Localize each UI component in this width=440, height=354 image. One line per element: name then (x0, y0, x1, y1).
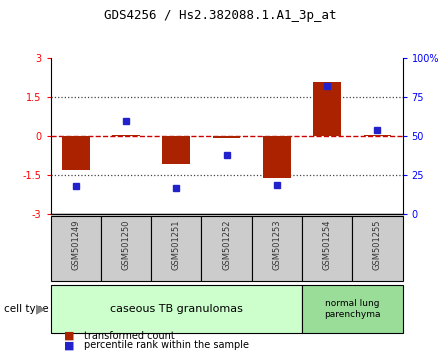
Bar (112, 135, 140, 136)
Bar (162, 136, 190, 164)
Text: cell type: cell type (4, 304, 49, 314)
Bar (363, 135, 391, 136)
Text: GDS4256 / Hs2.382088.1.A1_3p_at: GDS4256 / Hs2.382088.1.A1_3p_at (104, 9, 336, 22)
Bar (202, 216, 252, 281)
Text: ■: ■ (64, 341, 74, 350)
Text: normal lung
parenchyma: normal lung parenchyma (324, 299, 381, 319)
Bar (101, 216, 151, 281)
Text: ▶: ▶ (36, 302, 46, 315)
Text: GSM501250: GSM501250 (121, 219, 131, 270)
Text: GSM501249: GSM501249 (71, 219, 80, 270)
Bar (51, 216, 101, 281)
Bar (213, 136, 240, 138)
Bar (252, 216, 302, 281)
Text: percentile rank within the sample: percentile rank within the sample (84, 341, 249, 350)
Bar (151, 216, 202, 281)
Bar (313, 82, 341, 136)
Text: GSM501253: GSM501253 (272, 219, 282, 270)
Text: GSM501251: GSM501251 (172, 219, 181, 270)
Text: transformed count: transformed count (84, 331, 174, 341)
Bar (302, 216, 352, 281)
Bar (263, 136, 291, 178)
Bar (302, 285, 403, 333)
Bar (51, 285, 302, 333)
Text: GSM501255: GSM501255 (373, 219, 382, 270)
Text: ■: ■ (64, 331, 74, 341)
Bar (62, 136, 90, 170)
Text: GSM501254: GSM501254 (323, 219, 332, 270)
Bar (352, 216, 403, 281)
Text: caseous TB granulomas: caseous TB granulomas (110, 304, 243, 314)
Text: GSM501252: GSM501252 (222, 219, 231, 270)
